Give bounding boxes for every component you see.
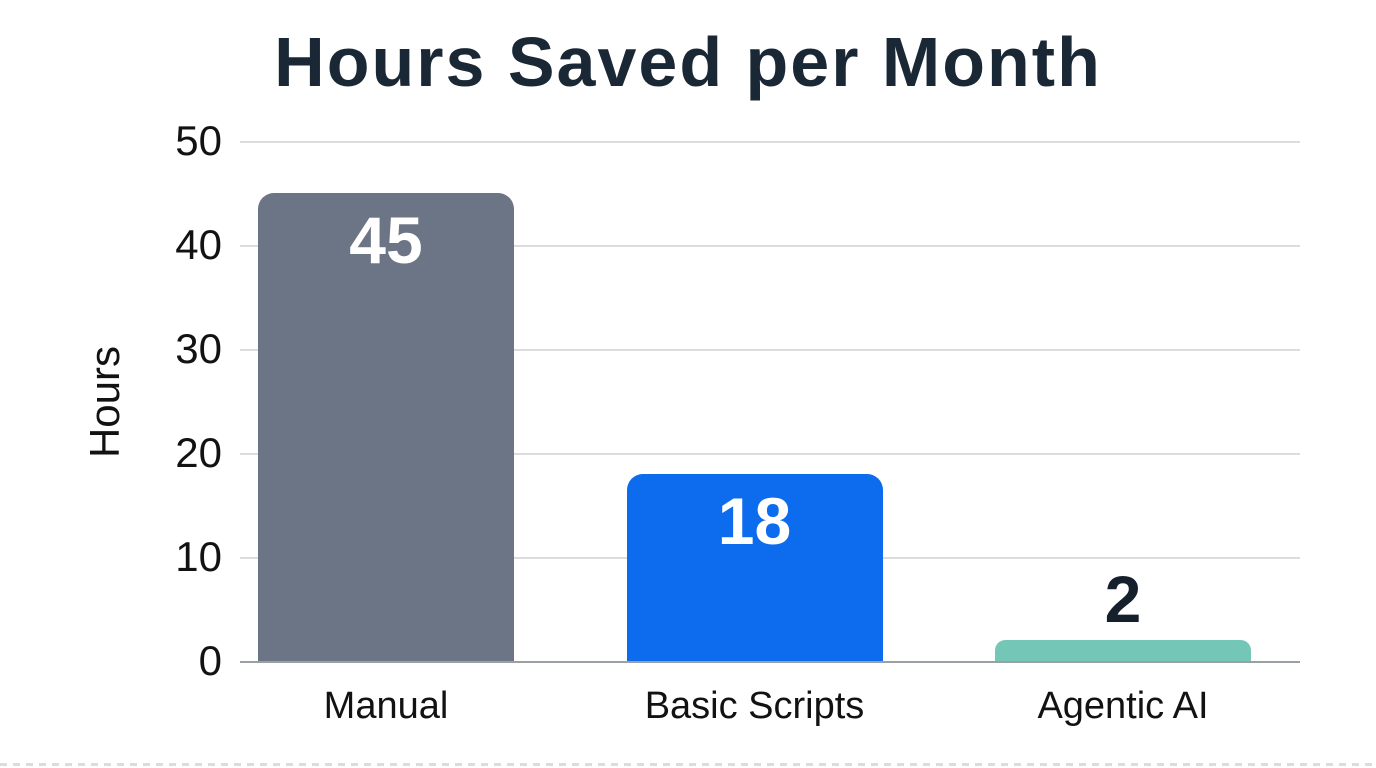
gridline [240, 453, 1300, 455]
gridline [240, 349, 1300, 351]
x-axis-line [240, 661, 1300, 663]
bottom-edge-artifact [0, 763, 1376, 766]
category-label: Manual [323, 685, 449, 727]
y-tick-label: 20 [175, 429, 222, 476]
y-tick-label: 40 [175, 221, 222, 268]
category-label: Agentic AI [1037, 685, 1209, 727]
y-tick-label: 10 [175, 533, 222, 580]
bar-value-label: 18 [717, 483, 792, 558]
bar-manual: 45 [258, 193, 514, 661]
bar-agentic-ai: 2 [995, 566, 1251, 661]
gridline [240, 141, 1300, 143]
bar-value-label: 2 [1104, 562, 1142, 637]
bar-basic-scripts: 18 [626, 473, 883, 661]
y-tick-label: 0 [198, 637, 222, 684]
gridline [240, 245, 1300, 247]
category-label: Basic Scripts [644, 685, 865, 727]
bar-value-label: 45 [349, 203, 423, 277]
plot-area: 0 10 20 30 40 50 45 Manual 18 Basic Scripts 2 Agent… [175, 120, 1300, 727]
y-tick-label: 30 [175, 325, 222, 372]
chart-title: Hours Saved per Month [274, 23, 1102, 101]
y-tick-label: 50 [175, 117, 222, 164]
